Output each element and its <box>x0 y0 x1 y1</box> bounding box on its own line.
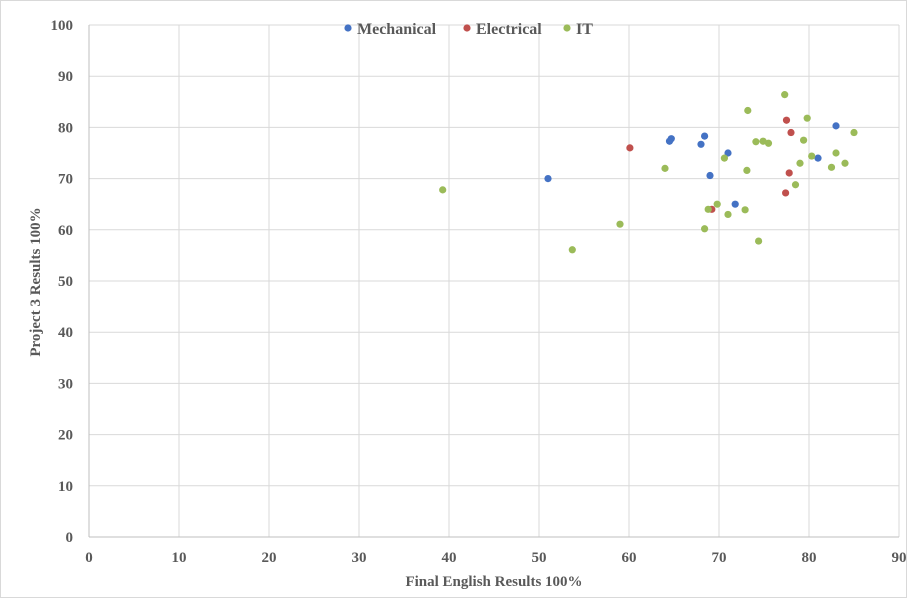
x-tick-label: 20 <box>262 550 277 566</box>
gridlines <box>89 24 900 537</box>
it-point <box>744 106 752 115</box>
mechanical-point <box>544 175 552 183</box>
it-point <box>741 206 749 214</box>
mechanical-point <box>697 140 705 148</box>
it-point <box>568 246 576 254</box>
it-point <box>808 152 816 160</box>
mechanical-point <box>701 132 709 140</box>
mechanical-point <box>667 135 675 143</box>
legend-marker-electrical <box>463 24 471 32</box>
y-tick-label: 30 <box>58 376 73 392</box>
it-point <box>752 138 760 146</box>
legend-label-electrical: Electrical <box>476 21 542 38</box>
x-tick-label: 70 <box>712 550 727 566</box>
x-tick-label: 90 <box>892 550 907 566</box>
it-point <box>704 205 712 213</box>
y-tick-label: 80 <box>58 120 73 136</box>
it-point <box>661 164 669 172</box>
electrical-point <box>782 189 790 197</box>
electrical-point <box>626 144 634 152</box>
x-tick-label: 40 <box>442 550 457 566</box>
x-tick-label: 10 <box>172 550 187 566</box>
it-point <box>701 225 709 233</box>
it-point <box>439 186 447 194</box>
x-tick-label: 0 <box>85 550 93 566</box>
it-point <box>759 137 767 145</box>
it-point <box>781 91 789 99</box>
electrical-point <box>785 169 793 177</box>
it-point <box>616 220 624 228</box>
it-point <box>720 154 729 162</box>
electrical-point <box>787 128 795 137</box>
it-point <box>800 136 808 144</box>
legend-marker-mechanical <box>344 24 352 32</box>
x-tick-label: 80 <box>802 550 817 566</box>
it-point <box>743 166 751 175</box>
x-tick-label: 30 <box>352 550 367 566</box>
legend-label-mechanical: Mechanical <box>357 21 437 38</box>
x-tick-label: 50 <box>532 550 547 566</box>
y-tick-labels: 0 10 20 30 40 50 60 70 80 90 100 <box>51 18 74 546</box>
y-tick-label: 10 <box>58 479 73 495</box>
x-tick-label: 60 <box>622 550 637 566</box>
legend-marker-it <box>563 24 571 32</box>
it-point <box>755 237 763 245</box>
axes <box>88 25 899 538</box>
it-point <box>803 114 811 122</box>
it-point <box>791 181 800 189</box>
mechanical-point <box>731 200 739 208</box>
it-point <box>827 163 836 171</box>
it-point <box>796 159 804 167</box>
it-point <box>724 210 732 219</box>
legend-item-mechanical: Mechanical <box>344 21 437 38</box>
y-tick-label: 0 <box>66 530 74 546</box>
y-tick-label: 60 <box>58 223 73 239</box>
data-points <box>439 91 858 254</box>
y-axis-title: Project 3 Results 100% <box>28 207 44 356</box>
y-tick-label: 20 <box>58 428 73 444</box>
it-point <box>841 159 849 167</box>
it-point <box>713 200 721 208</box>
legend: Mechanical Electrical IT <box>344 21 593 38</box>
x-tick-labels: 0 10 20 30 40 50 60 70 80 90 <box>85 550 906 566</box>
legend-item-it: IT <box>563 21 593 38</box>
y-tick-label: 100 <box>51 18 74 34</box>
mechanical-point <box>814 154 822 162</box>
it-point <box>764 139 773 147</box>
legend-item-electrical: Electrical <box>463 21 542 38</box>
it-point <box>850 128 858 137</box>
mechanical-point <box>724 149 732 157</box>
electrical-point <box>782 116 791 124</box>
y-tick-label: 70 <box>58 172 73 188</box>
x-axis-title: Final English Results 100% <box>405 574 582 590</box>
y-tick-label: 40 <box>58 325 73 341</box>
mechanical-point <box>832 122 840 130</box>
legend-label-it: IT <box>576 21 593 38</box>
it-point <box>832 149 840 157</box>
mechanical-point <box>706 171 714 180</box>
y-tick-label: 50 <box>58 274 73 290</box>
y-tick-label: 90 <box>58 69 73 85</box>
